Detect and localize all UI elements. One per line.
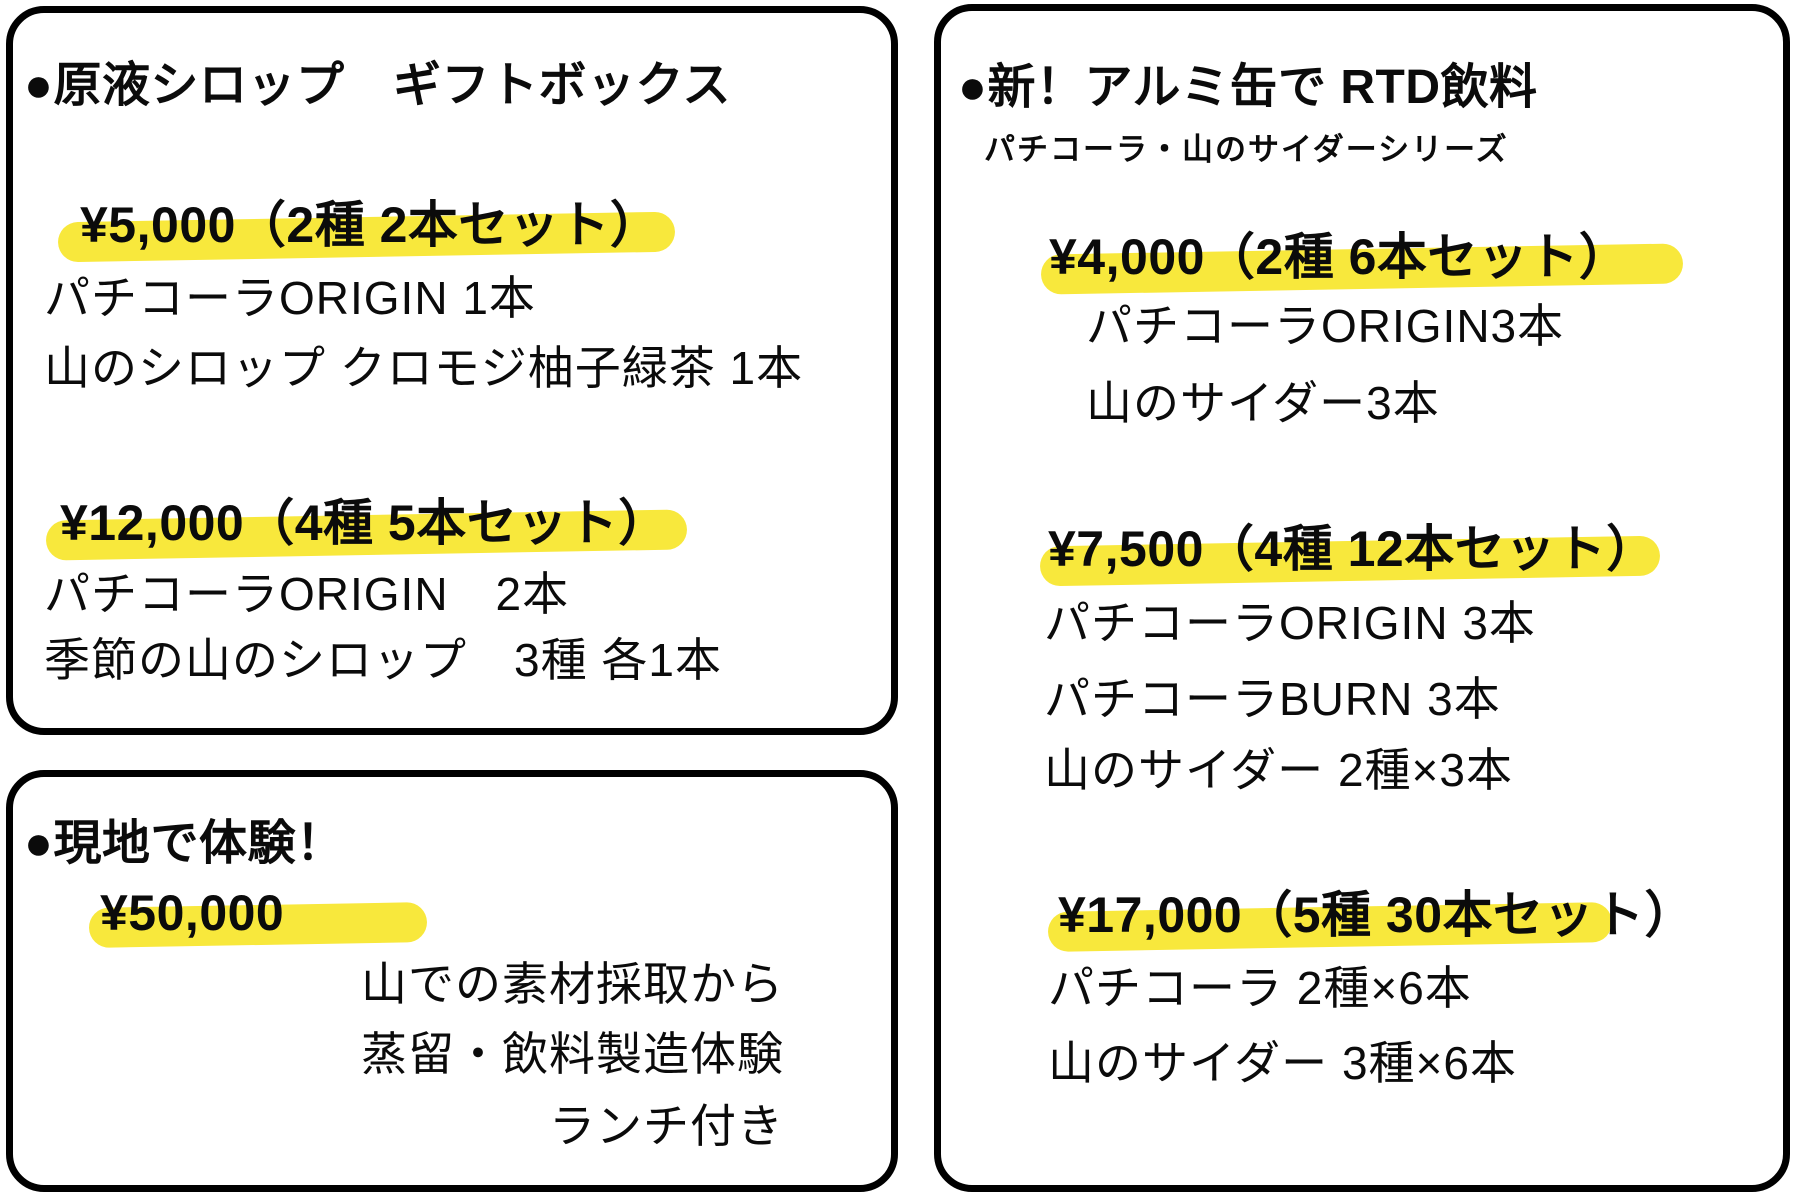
price-text: ¥5,000（2種 2本セット）: [80, 197, 661, 253]
experience-detail: ランチ付き: [549, 1100, 784, 1152]
rtd-item: 山のサイダー3本: [1086, 377, 1440, 429]
rtd-item: パチコーラORIGIN 3本: [1044, 597, 1536, 649]
rtd-item: 山のサイダー 2種×3本: [1044, 744, 1513, 796]
rtd-price-line-2: ¥7,500（4種 12本セット）: [1039, 520, 1661, 587]
gift-item: パチコーラORIGIN 1本: [44, 272, 536, 324]
gift-item: 山のシロップ クロモジ柚子緑茶 1本: [44, 342, 804, 394]
rtd-item: パチコーラORIGIN3本: [1086, 300, 1565, 352]
rtd-box-outline: [934, 4, 1790, 1192]
gift-box-outline: [6, 6, 898, 735]
experience-box-outline: [6, 770, 898, 1192]
rtd-price-line-1: ¥4,000（2種 6本セット）: [1040, 228, 1684, 295]
experience-detail: 蒸留・飲料製造体験: [361, 1028, 784, 1080]
gift-section-title: ●原液シロップ ギフトボックス: [24, 59, 732, 112]
rtd-item: 山のサイダー 3種×6本: [1048, 1037, 1517, 1089]
rtd-item: パチコーラBURN 3本: [1044, 673, 1501, 725]
experience-section-title: ●現地で体験！: [24, 817, 345, 870]
gift-item: 季節の山のシロップ 3種 各1本: [44, 634, 722, 686]
price-text: ¥4,000（2種 6本セット）: [1049, 229, 1630, 285]
rtd-section-subtitle: パチコーラ・山のサイダーシリーズ: [984, 132, 1509, 167]
gift-price-line-2: ¥12,000（4種 5本セット）: [45, 494, 688, 561]
price-text: ¥12,000（4種 5本セット）: [60, 495, 669, 551]
rtd-section-title: ●新！アルミ缶で RTD飲料: [958, 61, 1538, 114]
gift-price-line-1: ¥5,000（2種 2本セット）: [57, 196, 676, 263]
price-text: ¥17,000（5種 30本セット）: [1058, 887, 1696, 943]
rtd-price-line-3: ¥17,000（5種 30本セット）: [1047, 886, 1696, 952]
price-text: ¥50,000: [100, 885, 285, 941]
rtd-item: パチコーラ 2種×6本: [1048, 962, 1472, 1014]
price-text: ¥7,500（4種 12本セット）: [1048, 521, 1657, 577]
gift-item: パチコーラORIGIN 2本: [44, 568, 570, 620]
experience-detail: 山での素材採取から: [361, 958, 784, 1010]
experience-price-line: ¥50,000: [88, 884, 428, 948]
